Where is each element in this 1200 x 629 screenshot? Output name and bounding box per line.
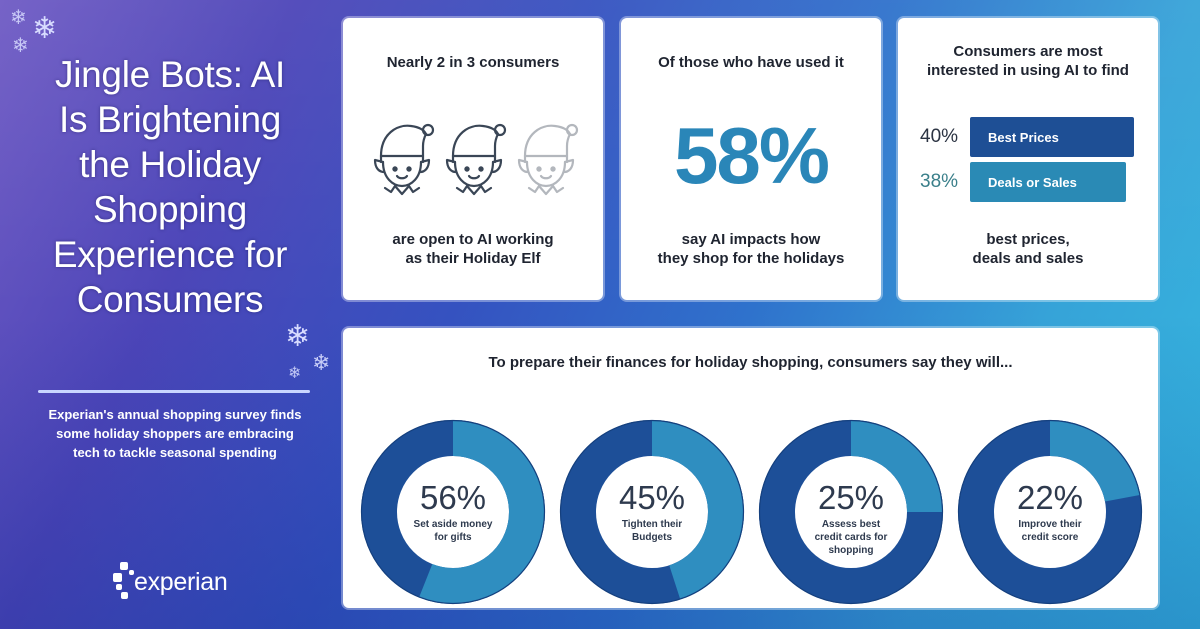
label-line: Tighten their: [621, 519, 683, 530]
left-panel: ❄ ❄ ❄ Jingle Bots: AI Is Brightening the…: [0, 0, 340, 629]
bar-row-best-prices: 40% Best Prices: [920, 117, 1134, 157]
donut-percentage: 45%: [618, 479, 686, 516]
bar-deals-or-sales: Deals or Sales: [970, 162, 1126, 202]
title-line: Shopping: [93, 189, 247, 230]
label-line: Set aside money: [413, 519, 493, 530]
subtitle-line: tech to tackle seasonal spending: [73, 445, 277, 460]
donut-label: Tighten their Budgets: [592, 518, 712, 544]
card-footer: are open to AI working as their Holiday …: [343, 230, 603, 268]
elf-icons: [371, 116, 581, 202]
footer-line: deals and sales: [972, 250, 1084, 267]
donut-percentage: 56%: [419, 479, 487, 516]
big-percentage: 58%: [673, 111, 830, 200]
card-footer: best prices, deals and sales: [898, 230, 1158, 268]
bar-label: Best Prices: [988, 129, 1059, 145]
title-line: Is Brightening: [58, 99, 282, 140]
donut-chart: 56% Set aside money for gifts: [359, 418, 547, 606]
divider: [38, 390, 310, 393]
impact-stat-card: Of those who have used it 58% say AI imp…: [621, 18, 881, 300]
donut-ring: [758, 419, 944, 605]
label-line: credit score: [1021, 532, 1079, 543]
label-line: shopping: [828, 545, 874, 556]
label-line: credit cards for: [814, 532, 888, 543]
title-line: Jingle Bots: AI: [55, 54, 285, 95]
donut-center: 22% Improve their credit score: [990, 480, 1110, 544]
label-line: Improve their: [1018, 519, 1082, 530]
footer-line: as their Holiday Elf: [405, 250, 541, 267]
interest-bar-card: Consumers are most interested in using A…: [898, 18, 1158, 300]
subtitle: Experian's annual shopping survey finds …: [20, 405, 330, 462]
page-title: Jingle Bots: AI Is Brightening the Holid…: [20, 52, 320, 322]
donut-chart: 45% Tighten their Budgets: [558, 418, 746, 606]
donut-label: Set aside money for gifts: [393, 518, 513, 544]
donut-chart: 25% Assess best credit cards for shoppin…: [757, 418, 945, 606]
donut-chart: 22% Improve their credit score: [956, 418, 1144, 606]
card-heading: Of those who have used it: [658, 54, 844, 71]
label-line: Assess best: [821, 519, 881, 530]
logo-text: experian: [134, 567, 228, 596]
title-line: the Holiday: [79, 144, 261, 185]
footer-line: best prices,: [986, 231, 1070, 248]
experian-logo: experian: [112, 560, 252, 604]
label-line: Budgets: [632, 532, 672, 543]
donut-ring: [360, 419, 546, 605]
donut-ring: [559, 419, 745, 605]
donut-ring: [957, 419, 1143, 605]
donut-center: 56% Set aside money for gifts: [393, 480, 513, 544]
snowflake-icon: ❄: [12, 35, 29, 57]
bar-best-prices: Best Prices: [970, 117, 1134, 157]
footer-line: say AI impacts how: [681, 231, 821, 248]
bar-label: Deals or Sales: [988, 174, 1077, 190]
title-line: Experience for: [52, 234, 288, 275]
footer-line: are open to AI working: [392, 231, 554, 248]
snowflake-icon: ❄: [312, 350, 331, 375]
donut-percentage: 25%: [817, 479, 885, 516]
donut-label: Assess best credit cards for shopping: [791, 518, 911, 557]
footer-line: they shop for the holidays: [657, 250, 845, 267]
title-line: Consumers: [76, 279, 264, 320]
card-heading: To prepare their finances for holiday sh…: [488, 354, 1013, 371]
elf-icon: [373, 123, 435, 196]
donut-percentage: 22%: [1016, 479, 1084, 516]
logo-dots-icon: [112, 560, 134, 604]
heading-line: interested in using AI to find: [927, 62, 1129, 79]
card-heading: Nearly 2 in 3 consumers: [386, 54, 560, 71]
card-footer: say AI impacts how they shop for the hol…: [621, 230, 881, 268]
snowflake-icon: ❄: [32, 12, 58, 45]
donut-label: Improve their credit score: [990, 518, 1110, 544]
bar-percentage: 38%: [920, 171, 959, 192]
snowflake-icon: ❄: [288, 365, 302, 382]
label-line: for gifts: [434, 532, 472, 543]
elf-icon-faded: [517, 123, 579, 196]
donut-center: 25% Assess best credit cards for shoppin…: [791, 480, 911, 557]
bar-row-deals: 38% Deals or Sales: [920, 162, 1126, 202]
subtitle-line: some holiday shoppers are embracing: [56, 426, 294, 441]
finances-donut-card: To prepare their finances for holiday sh…: [343, 328, 1158, 608]
snowflake-icon: ❄: [10, 7, 27, 29]
bar-percentage: 40%: [920, 126, 959, 147]
subtitle-line: Experian's annual shopping survey finds: [48, 407, 302, 422]
snowflake-icon: ❄: [285, 320, 311, 353]
elf-stat-card: Nearly 2 in 3 consumers: [343, 18, 603, 300]
heading-line: Consumers are most: [953, 43, 1103, 60]
elf-icon: [445, 123, 507, 196]
card-heading: Consumers are most interested in using A…: [898, 42, 1158, 80]
donut-center: 45% Tighten their Budgets: [592, 480, 712, 544]
